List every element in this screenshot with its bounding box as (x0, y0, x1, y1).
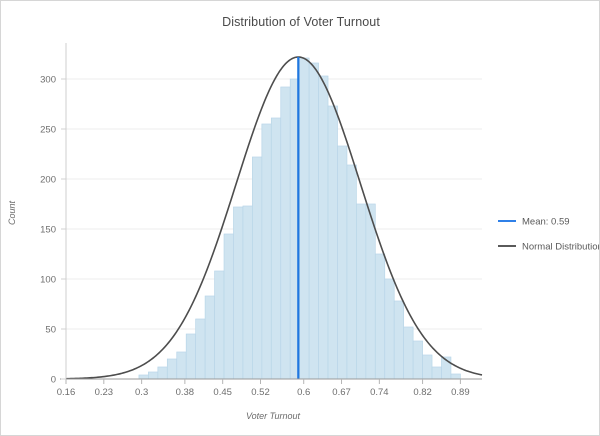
histogram-bar (346, 164, 357, 380)
legend-label[interactable]: Mean: 0.59 (522, 217, 570, 228)
legend-label[interactable]: Normal Distribution (522, 242, 600, 253)
histogram-bar (204, 295, 215, 380)
histogram-bar (270, 117, 282, 380)
y-tick-label: 250 (40, 125, 56, 136)
histogram-bar (242, 205, 253, 380)
y-tick-label: 50 (45, 325, 56, 336)
normal-curve-path (65, 56, 483, 380)
histogram-bar (148, 371, 159, 380)
histogram-bar (233, 206, 244, 380)
x-tick-label: 0.82 (413, 387, 432, 398)
x-tick-label: 0.89 (451, 387, 470, 398)
x-tick-label: 0.45 (213, 387, 232, 398)
histogram-bar (166, 358, 178, 380)
histogram-bar (195, 318, 206, 380)
histogram-bar (327, 105, 338, 380)
histogram-bars (138, 57, 461, 380)
histogram-bar (261, 123, 272, 380)
y-tick-label: 0 (51, 375, 56, 386)
histogram-bar (138, 374, 149, 380)
histogram-bar (422, 354, 433, 380)
histogram-bar (450, 373, 461, 380)
histogram-bar (403, 326, 414, 380)
y-axis-tick-labels: 0 50 100 150 200 250 300 (40, 75, 56, 386)
x-axis-title: Voter Turnout (246, 411, 301, 421)
x-tick-label: 0.23 (95, 387, 114, 398)
histogram-bar (431, 366, 442, 380)
y-tick-label: 150 (40, 225, 56, 236)
x-tick-label: 0.52 (251, 387, 270, 398)
histogram-bar (157, 366, 168, 380)
histogram-bar (412, 340, 423, 380)
x-tick-label: 0.16 (57, 387, 76, 398)
histogram-bar (185, 333, 197, 380)
histogram-bar (252, 156, 263, 380)
histogram-bar (374, 253, 386, 380)
chart-legend: Mean: 0.59 Normal Distribution (498, 217, 600, 253)
histogram-bar (308, 62, 319, 380)
histogram-bar (299, 57, 310, 380)
normal-distribution-curve (65, 56, 483, 380)
histogram-bar (356, 203, 367, 380)
histogram-bar (337, 145, 348, 380)
x-tick-label: 0.74 (370, 387, 389, 398)
histogram-bar (318, 75, 329, 380)
histogram-bar (365, 203, 376, 380)
x-tick-label: 0.67 (332, 387, 351, 398)
x-axis-tick-labels: 0.16 0.23 0.3 0.38 0.45 0.52 0.6 0.67 0.74 0.82 0.… (57, 387, 470, 398)
y-axis-title: Count (7, 201, 17, 226)
histogram-bar (214, 270, 225, 380)
x-tick-label: 0.38 (176, 387, 195, 398)
x-tick-label: 0.3 (135, 387, 148, 398)
y-tick-label: 300 (40, 75, 56, 86)
y-tick-label: 200 (40, 175, 56, 186)
chart-title: Distribution of Voter Turnout (222, 15, 380, 29)
histogram-bar (223, 233, 234, 380)
histogram-bar (280, 86, 291, 380)
axis-lines (60, 43, 482, 384)
histogram-bar (176, 351, 187, 380)
y-tick-label: 100 (40, 275, 56, 286)
histogram-bar (393, 300, 405, 380)
x-tick-label: 0.6 (297, 387, 310, 398)
histogram-bar (384, 278, 395, 380)
